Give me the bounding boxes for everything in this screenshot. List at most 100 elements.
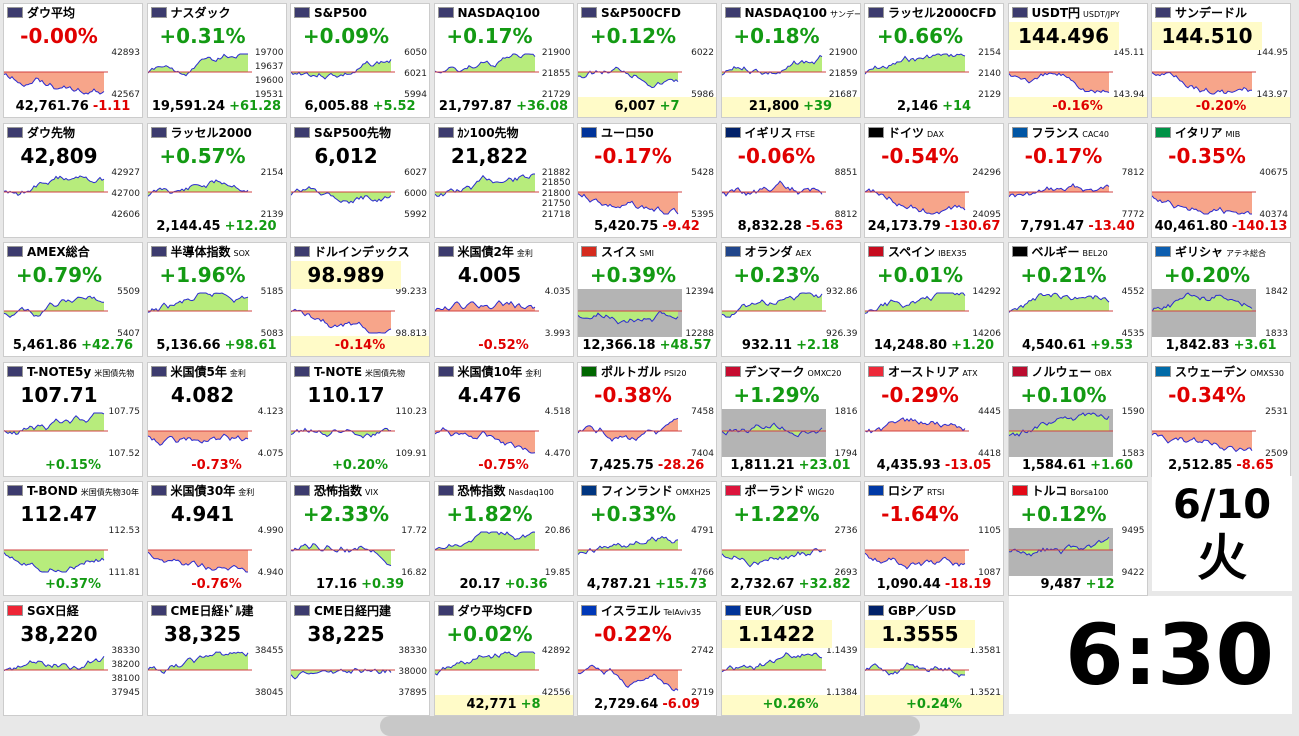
tile-header: CME日経円建 [291,602,429,620]
axis-label: 42700 [111,188,140,199]
flag [581,126,597,138]
axis-label: 5395 [691,209,714,220]
flag [294,485,310,496]
change: -6.09 [662,696,700,712]
axis-label: 7404 [691,448,714,459]
price: 17.16 [315,577,358,592]
flag [150,126,167,138]
price-row: 6,005.88 +5.52 [291,97,429,117]
market-tile: 米国債10年 金利 4.518 4.470 4.476 -0.75% [433,361,574,477]
change: +0.39 [361,577,405,592]
tile-name: S&P500 [314,6,367,20]
axis-label: 2154 [978,48,1001,58]
axis-label: 4.990 [257,526,284,536]
market-tile: S&P500 6050 6021 5994 +0.09% 6,005.88 +5.52 [290,3,430,118]
sparkline [865,416,969,433]
date-tile: 6/10 火 [1152,476,1292,591]
flag [868,365,884,377]
flag [294,365,310,377]
pct-change: -0.00% [20,24,98,48]
price: 1.1422 [721,619,832,648]
bottom-bar [380,716,920,736]
tile-header: USDT円 USDT/JPY [1009,4,1147,22]
sparkline [578,664,682,691]
axis-label: 98.813 [395,329,428,339]
axis-label: 17.72 [401,526,427,536]
pct-change: +0.15% [45,457,101,473]
change: -13.05 [944,457,992,473]
sparkline-line [865,552,966,570]
market-tile: T-NOTE5y 米国債先物 107.75 107.52 107.71 +0.15% [3,361,143,477]
flag [150,7,167,18]
price-row: 42,761.76 -1.11 [4,97,142,117]
sparkline [147,292,252,313]
flag [1155,246,1171,257]
tile-name: ポルトガル [601,364,662,379]
sparkline [4,71,108,95]
price: 8,832.28 [737,218,802,234]
axis-label: 2509 [1265,448,1288,459]
tile-subtitle: IBEX35 [938,249,967,258]
market-tile: S&P500先物 6027 6000 5992 6,012 [290,122,430,238]
pct-change: +1.96% [159,263,246,287]
tile-subtitle: USDT/JPY [1083,10,1120,19]
tile-name: スウェーデン [1175,364,1248,379]
price: 4.941 [170,502,235,526]
axis-label: 4.035 [544,287,571,297]
axis-label: 7458 [691,406,714,417]
flag [868,246,884,257]
price-row: 2,729.64 -6.09 [578,695,716,715]
axis-label: 14292 [972,287,1001,297]
flag [868,126,884,138]
tile-name: ラッセル2000CFD [888,6,997,20]
axis-label: 6027 [404,167,427,178]
axis-label: 6022 [691,48,714,58]
axis-label: 8851 [834,167,858,178]
sparkline-line [1152,194,1252,214]
change: +7 [659,99,680,114]
market-tile: ドルインデックス 99.233 98.813 98.989 -0.14% [290,242,430,357]
price: 4.082 [170,382,235,407]
flag [7,365,23,377]
flag [437,365,454,377]
axis-label: 19.85 [544,568,571,578]
market-tile: スウェーデン OMXS30 2531 2509 -0.34% 2,512.85 -8.65 [1151,361,1291,477]
sparkline-line [1152,72,1252,95]
flag [150,485,167,496]
tile-subtitle: OMXS30 [1250,368,1284,378]
sparkline [1008,408,1113,457]
tile-name: USDT円 [1031,6,1081,20]
sparkline-area [291,309,391,333]
price: 24,173.79 [867,218,941,234]
date-day: 6/10 [1172,482,1272,528]
pct-change: +0.66% [876,24,964,48]
axis-label: 42893 [111,48,140,58]
pct-change: +1.29% [733,382,820,407]
pct-change: +0.01% [876,263,964,287]
price: 4.476 [457,382,522,407]
sparkline-area [434,173,535,196]
tile-name: 米国債30年 [170,484,236,498]
axis-label: 1.1384 [826,687,858,698]
axis-label: 12288 [685,329,714,339]
axis-label: 2742 [691,645,714,656]
axis-label: 21729 [541,90,571,100]
tile-subtitle: ATX [962,368,978,378]
change: -13.40 [1088,218,1135,234]
flag [150,246,167,257]
tile-header: ユーロ50 [578,124,716,142]
axis-label: 2693 [834,568,858,578]
tile-subtitle: RTSI [927,488,945,497]
tile-name: ラッセル2000 [170,125,252,140]
sparkline-line [434,650,535,676]
sparkline-line [578,310,679,325]
market-tile: 米国債30年 金利 4.990 4.940 4.941 -0.76% [146,481,287,596]
price: 14,248.80 [873,338,948,353]
pct-change: +0.12% [589,24,677,48]
tile-name: サンデードル [1175,6,1248,20]
pct-change: +0.57% [159,143,246,168]
tile-subtitle: 金利 [229,368,246,378]
market-tile: オーストリア ATX 4445 4418 -0.29% 4,435.93 -13.05 [864,361,1004,477]
tile-subtitle: MIB [1225,129,1241,139]
